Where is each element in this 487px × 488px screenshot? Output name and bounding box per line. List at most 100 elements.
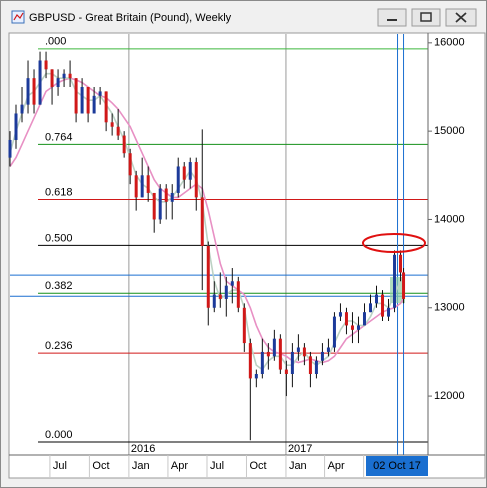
candle-body [266, 351, 270, 357]
candle-body [152, 192, 156, 220]
candle-body [158, 188, 162, 220]
candle-body [242, 307, 246, 344]
candle-body [62, 73, 66, 79]
candle-body [254, 374, 258, 379]
minimize-button[interactable] [377, 8, 407, 27]
fib-level-label: 0.000 [45, 429, 73, 441]
candle-body [350, 325, 354, 330]
plot-area: 2016 2017 0.000 0.236 0.382 0.500 0.618 0.764 .0… [8, 34, 428, 455]
x-tick-label: Jul [53, 460, 67, 472]
candle-body [92, 95, 96, 114]
candle-body [278, 338, 282, 370]
candle-body [80, 86, 84, 114]
candle-body [326, 347, 330, 352]
x-tick-label: Jan [132, 460, 150, 472]
y-tick-label: 12000 [434, 390, 465, 402]
candle-body [402, 272, 406, 299]
candle-body [146, 175, 150, 193]
candle-body [116, 126, 120, 136]
candle-body [98, 91, 102, 96]
candle-body [399, 254, 403, 273]
candle-body [375, 294, 379, 304]
candle-body [56, 78, 60, 87]
x-tick-label: Oct [249, 460, 266, 472]
candle-body [128, 153, 132, 176]
candle-body [38, 60, 42, 105]
candle-body [320, 351, 324, 361]
candle-body [290, 351, 294, 374]
candle-body [164, 188, 168, 202]
candle-body [32, 78, 36, 105]
candle-body [362, 312, 366, 326]
candle-body [182, 166, 186, 180]
candle-body [308, 356, 312, 374]
candle-body [8, 139, 12, 158]
candle-body [176, 166, 180, 193]
candle-body [314, 360, 318, 374]
y-tick-label: 16000 [434, 37, 465, 49]
x-tick-label: Apr [171, 460, 188, 472]
candle-body [188, 162, 192, 180]
candle-body [68, 73, 72, 79]
fib-level-label: 0.382 [45, 280, 73, 292]
candle-body [338, 312, 342, 317]
candle-body [260, 351, 264, 374]
year-label: 2016 [131, 443, 155, 455]
candle-body [140, 175, 144, 198]
candle-body [332, 316, 336, 348]
candle-body [393, 254, 397, 308]
y-tick-label: 13000 [434, 302, 465, 314]
candle-body [302, 347, 306, 357]
candle-body [104, 91, 108, 123]
candle-body [26, 78, 30, 105]
candle-body [14, 113, 18, 140]
candle-body [50, 69, 54, 87]
maximize-button[interactable] [411, 8, 441, 27]
candle-body [44, 60, 48, 70]
candle-body [381, 294, 385, 317]
x-tick-label: Oct [92, 460, 109, 472]
candle-body [122, 135, 126, 154]
candle-body [236, 281, 240, 308]
candle-body [387, 307, 391, 317]
candle-body [86, 86, 90, 114]
annotation-ellipse [362, 233, 426, 253]
crosshair-date-box [366, 456, 428, 476]
candle-body [110, 122, 114, 127]
candle-body [272, 338, 276, 357]
year-label: 2017 [288, 443, 312, 455]
fib-level-label: 0.500 [45, 232, 73, 244]
y-tick-label: 14000 [434, 213, 465, 225]
candle-body [218, 294, 222, 299]
candle-body [74, 78, 78, 114]
maximize-glyph [420, 12, 432, 22]
window-buttons[interactable] [377, 8, 477, 27]
candle-body [248, 343, 252, 379]
chart-pane [8, 32, 486, 479]
candle-body [200, 197, 204, 246]
candle-body [170, 192, 174, 202]
fib-level-label: 0.618 [45, 186, 73, 198]
fib-level-label: 0.236 [45, 340, 73, 352]
candle-body [368, 303, 372, 313]
close-glyph [455, 12, 467, 23]
candle-body [356, 325, 360, 330]
candle-body [296, 347, 300, 352]
candle-body [284, 369, 288, 374]
y-tick-label: 15000 [434, 125, 465, 137]
x-tick-label: Jul [210, 460, 224, 472]
fib-level-label: .000 [45, 36, 66, 48]
candle-body [230, 281, 234, 286]
candle-body [134, 175, 138, 198]
candle-body [194, 162, 198, 198]
crosshair-date-label: 02 Oct 17 [373, 460, 421, 472]
candle-body [206, 245, 210, 308]
candle-body [224, 285, 228, 299]
candle-body [344, 312, 348, 326]
candle-body [20, 104, 24, 114]
window-icon-glyph [13, 12, 24, 21]
x-tick-label: Jan [289, 460, 307, 472]
window-icon [11, 10, 25, 24]
candle-body [212, 294, 216, 308]
